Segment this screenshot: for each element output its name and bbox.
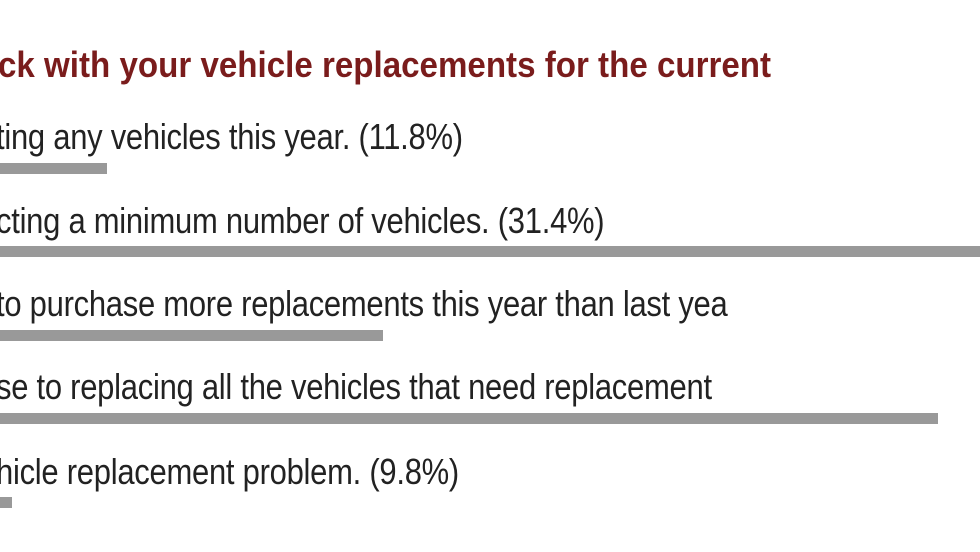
option-label-5: hicle replacement problem. (9.8%): [0, 451, 459, 492]
option-label-1: ting any vehicles this year. (11.8%): [0, 116, 463, 157]
option-bar-1: [0, 163, 107, 174]
option-label-2: cting a minimum number of vehicles. (31.…: [0, 200, 605, 241]
poll-question: ck with your vehicle replacements for th…: [0, 44, 772, 85]
option-bar-3: [0, 330, 383, 341]
option-bar-2: [0, 246, 980, 257]
option-label-4: se to replacing all the vehicles that ne…: [0, 366, 712, 407]
option-bar-4: [0, 413, 938, 424]
option-bar-5: [0, 497, 12, 508]
option-label-3: to purchase more replacements this year …: [0, 283, 728, 324]
